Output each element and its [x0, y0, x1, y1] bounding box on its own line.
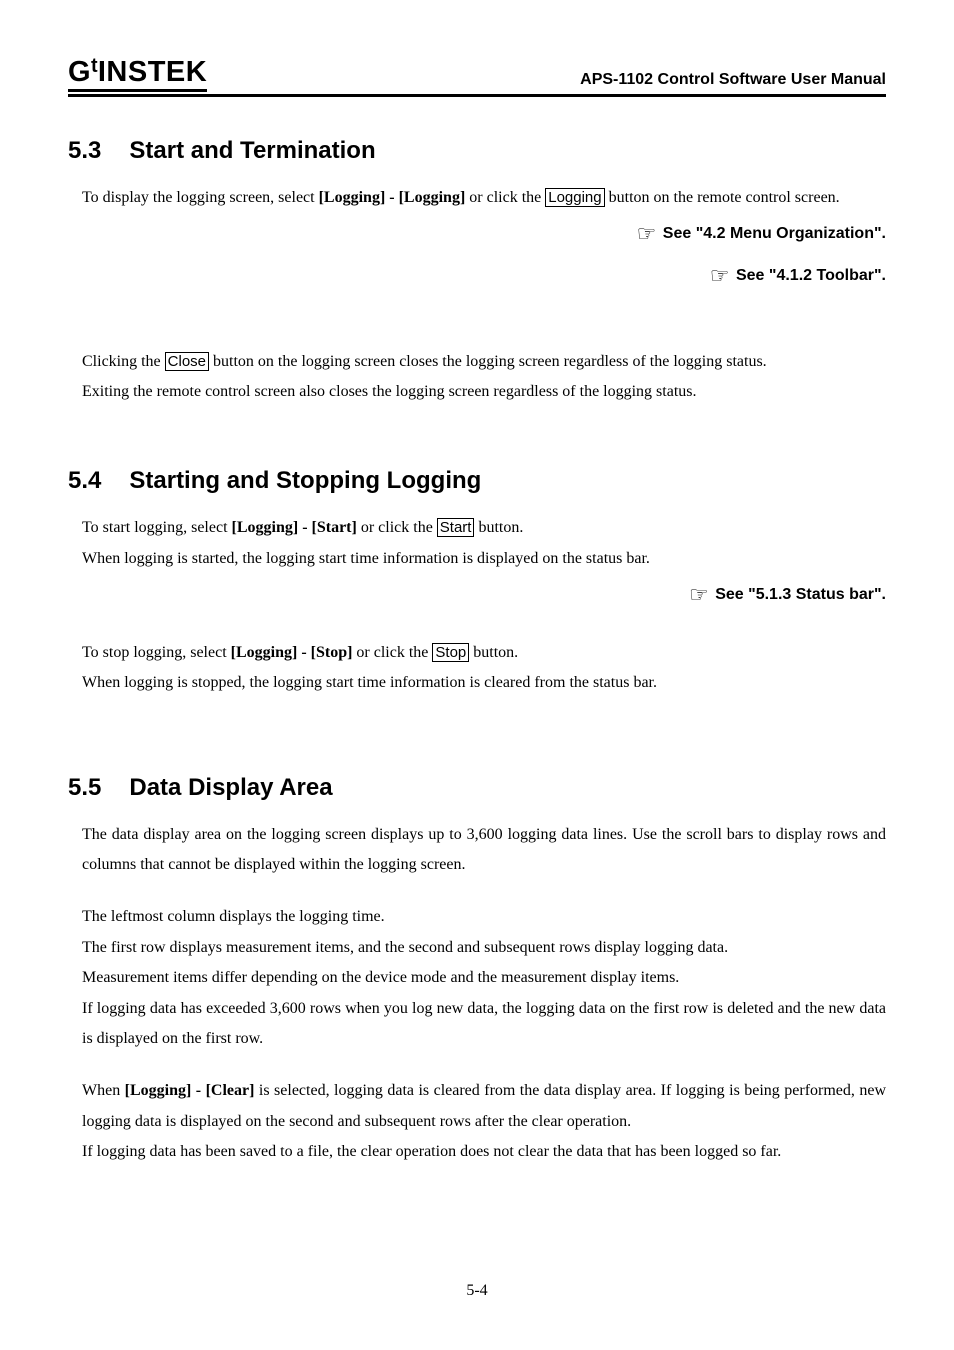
pointer-icon: ☞ [710, 255, 730, 297]
logging-button-ref: Logging [545, 188, 604, 207]
paragraph: If logging data has exceeded 3,600 rows … [82, 994, 886, 1055]
paragraph: If logging data has been saved to a file… [82, 1137, 886, 1167]
reference-text: See "5.1.3 Status bar". [711, 586, 886, 603]
section-number: 5.5 [68, 774, 101, 802]
pointer-icon: ☞ [689, 574, 709, 616]
text: Clicking the [82, 353, 165, 370]
close-button-ref: Close [165, 352, 209, 371]
pointer-icon: ☞ [637, 213, 657, 255]
paragraph: To stop logging, select [Logging] - [Sto… [82, 638, 886, 668]
section-title: Start and Termination [129, 137, 375, 164]
text: When [82, 1082, 125, 1099]
text: To stop logging, select [82, 644, 231, 661]
reference-text: See "4.1.2 Toolbar". [732, 267, 886, 284]
reference-text: See "4.2 Menu Organization". [658, 225, 886, 242]
text: button. [474, 519, 523, 536]
text: To display the logging screen, select [82, 189, 319, 206]
section-5-3-heading: 5.3 Start and Termination [68, 137, 886, 165]
paragraph: To display the logging screen, select [L… [82, 183, 886, 213]
section-number: 5.3 [68, 137, 101, 165]
menu-path-text: [Logging] - [Clear] [125, 1082, 255, 1099]
section-5-5-heading: 5.5 Data Display Area [68, 774, 886, 802]
start-button-ref: Start [437, 518, 475, 537]
text: button. [469, 644, 518, 661]
reference-line: ☞ See "5.1.3 Status bar". [82, 574, 886, 616]
paragraph: The first row displays measurement items… [82, 933, 886, 963]
paragraph: To start logging, select [Logging] - [St… [82, 513, 886, 543]
paragraph: When logging is started, the logging sta… [82, 544, 886, 574]
brand-logo: GᵗINSTEK [68, 60, 207, 92]
section-number: 5.4 [68, 467, 101, 495]
text: or click the [357, 519, 437, 536]
menu-path-text: [Logging] - [Stop] [231, 644, 353, 661]
reference-line: ☞ See "4.2 Menu Organization". [82, 213, 886, 255]
paragraph: The leftmost column displays the logging… [82, 902, 886, 932]
text: button on the logging screen closes the … [209, 353, 767, 370]
menu-path-text: [Logging] - [Start] [232, 519, 357, 536]
menu-path-text: [Logging] - [Logging] [319, 189, 466, 206]
page-header: GᵗINSTEK APS-1102 Control Software User … [68, 60, 886, 97]
paragraph: Clicking the Close button on the logging… [82, 347, 886, 377]
paragraph: Exiting the remote control screen also c… [82, 377, 886, 407]
doc-title: APS-1102 Control Software User Manual [580, 71, 886, 92]
paragraph: Measurement items differ depending on th… [82, 963, 886, 993]
page-number: 5-4 [0, 1282, 954, 1300]
reference-line: ☞ See "4.1.2 Toolbar". [82, 255, 886, 297]
paragraph: The data display area on the logging scr… [82, 820, 886, 881]
text: To start logging, select [82, 519, 232, 536]
paragraph: When [Logging] - [Clear] is selected, lo… [82, 1076, 886, 1137]
section-title: Data Display Area [129, 774, 332, 801]
section-title: Starting and Stopping Logging [129, 467, 481, 494]
text: button on the remote control screen. [605, 189, 840, 206]
paragraph: When logging is stopped, the logging sta… [82, 668, 886, 698]
stop-button-ref: Stop [432, 643, 469, 662]
text: or click the [465, 189, 545, 206]
text: or click the [352, 644, 432, 661]
section-5-4-heading: 5.4 Starting and Stopping Logging [68, 467, 886, 495]
